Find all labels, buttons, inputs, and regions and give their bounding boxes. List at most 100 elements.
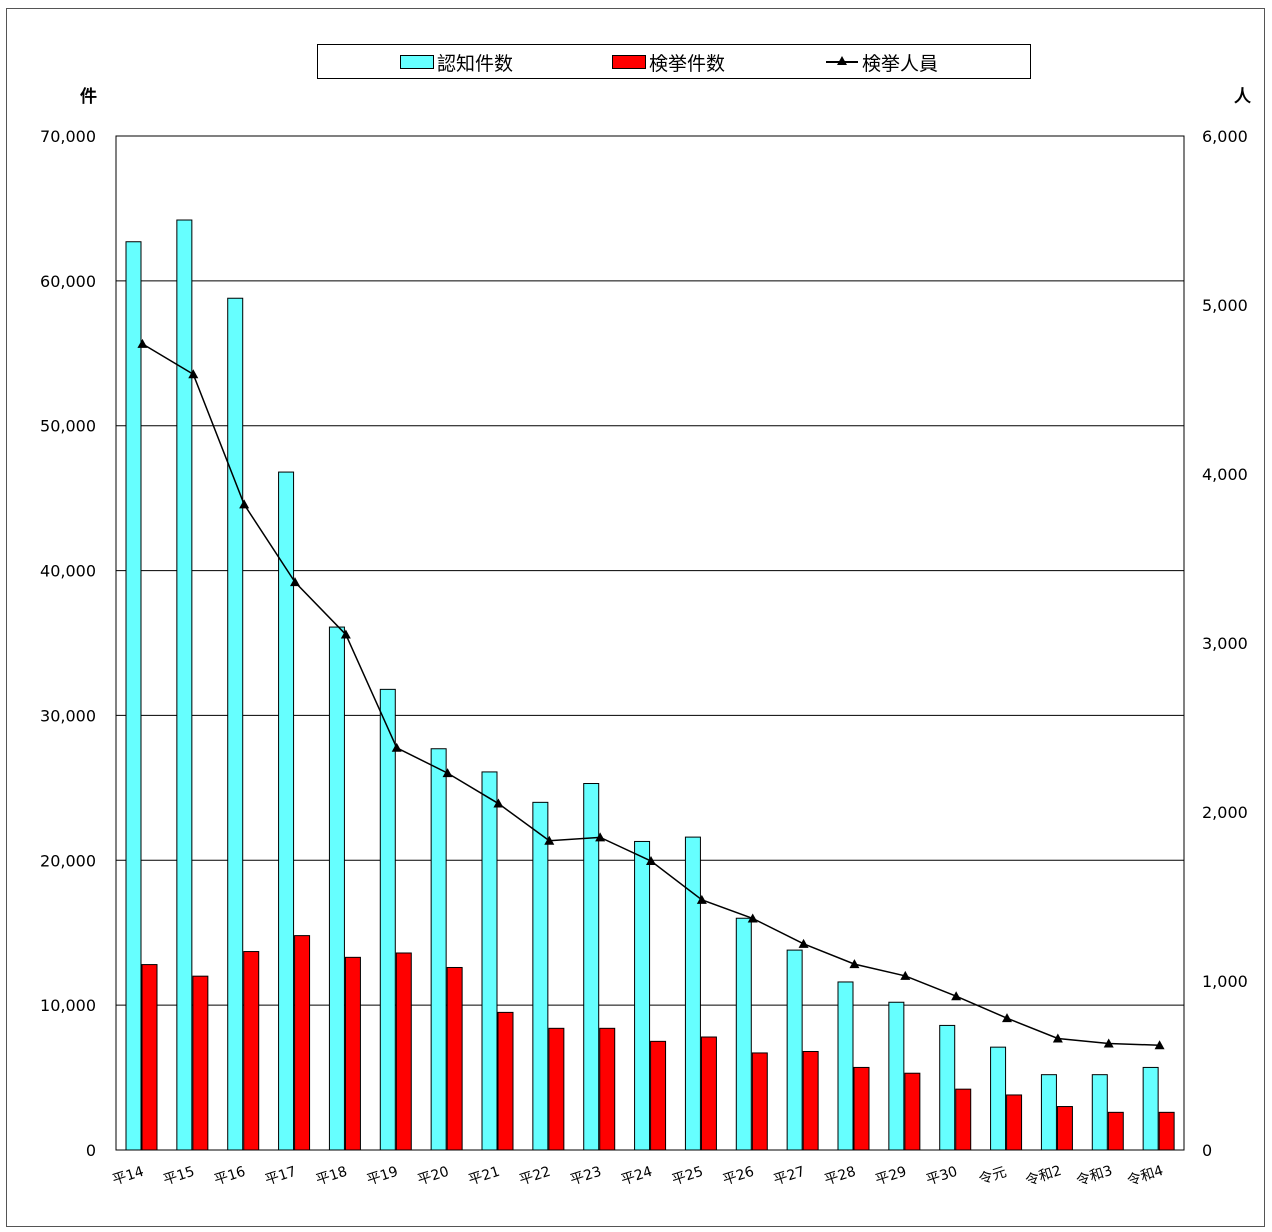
right-axis-tick-label: 3,000 (1202, 634, 1248, 653)
bar-recognized (379, 688, 396, 1151)
left-axis-tick-label: 60,000 (40, 272, 96, 291)
x-axis-tick-label: 平26 (721, 1164, 756, 1189)
point-marker-arrested (1154, 1040, 1165, 1050)
point-marker-arrested (340, 629, 351, 639)
point-marker-arrested (1052, 1033, 1063, 1043)
bar-cleared (853, 1066, 870, 1151)
x-axis-tick-label: 平20 (416, 1164, 451, 1189)
legend-label-recognized: 認知件数 (437, 52, 514, 75)
legend-label-arrested: 検挙人員 (862, 52, 939, 75)
x-axis-tick-label: 平18 (314, 1164, 349, 1189)
x-axis-tick-label: 平19 (365, 1164, 400, 1189)
bar-recognized (634, 840, 651, 1151)
left-axis-tick-label: 70,000 (40, 127, 96, 146)
x-axis-tick-label: 平14 (111, 1164, 146, 1189)
point-marker-arrested (951, 991, 962, 1001)
bar-cleared (751, 1052, 768, 1151)
x-axis-tick-label: 令元 (977, 1164, 1009, 1188)
legend-swatch-cleared (612, 55, 646, 69)
bar-cleared (141, 964, 158, 1151)
point-marker-arrested (798, 938, 809, 948)
bar-recognized (583, 783, 600, 1151)
point-marker-arrested (696, 894, 707, 904)
bar-recognized (176, 219, 193, 1151)
bar-cleared (599, 1027, 616, 1151)
legend-swatch-recognized (400, 55, 434, 69)
bar-recognized (1142, 1066, 1159, 1151)
point-marker-arrested (1103, 1038, 1114, 1048)
point-marker-arrested (1002, 1013, 1012, 1023)
point-marker-arrested (239, 499, 250, 509)
bar-recognized (837, 981, 854, 1151)
x-axis-tick-label: 平15 (161, 1164, 196, 1189)
bar-cleared (955, 1088, 972, 1151)
bar-recognized (786, 949, 803, 1151)
x-axis-tick-label: 平25 (670, 1164, 705, 1189)
bar-cleared (700, 1036, 717, 1151)
bar-cleared (497, 1011, 514, 1151)
bar-cleared (1158, 1111, 1175, 1151)
chart-frame (6, 8, 1265, 1227)
bar-recognized (735, 917, 752, 1151)
bar-cleared (650, 1040, 667, 1151)
bar-recognized (990, 1046, 1007, 1151)
bar-cleared (904, 1072, 921, 1151)
point-marker-arrested (391, 742, 402, 752)
point-marker-arrested (290, 577, 300, 587)
right-axis-tick-label: 6,000 (1202, 127, 1248, 146)
bar-recognized (684, 836, 701, 1151)
legend-label-cleared: 検挙件数 (649, 52, 726, 75)
left-axis-tick-label: 0 (86, 1141, 96, 1160)
point-marker-arrested (900, 970, 911, 980)
chart-legend: 認知件数 検挙件数 検挙人員 (317, 44, 1031, 79)
right-axis-tick-label: 5,000 (1202, 296, 1248, 315)
left-axis-tick-label: 30,000 (40, 706, 96, 725)
bar-recognized (532, 801, 549, 1151)
x-axis-tick-label: 令和4 (1125, 1163, 1165, 1190)
left-axis-unit: 件 (80, 87, 97, 107)
bar-recognized (328, 626, 345, 1151)
left-axis-tick-label: 10,000 (40, 996, 96, 1015)
x-axis-tick-label: 平30 (924, 1164, 959, 1189)
bar-recognized (1091, 1074, 1108, 1151)
bar-recognized (888, 1001, 905, 1151)
x-axis-tick-label: 令和3 (1074, 1163, 1114, 1190)
bar-recognized (939, 1024, 956, 1151)
x-axis-tick-label: 平28 (823, 1164, 858, 1189)
x-axis-tick-label: 平27 (772, 1164, 807, 1189)
legend-item-arrested: 検挙人員 (826, 51, 939, 75)
left-axis-tick-label: 50,000 (40, 417, 96, 436)
legend-item-recognized: 認知件数 (400, 51, 514, 75)
legend-item-cleared: 検挙件数 (612, 51, 726, 75)
bar-recognized (278, 471, 295, 1151)
bar-recognized (430, 748, 447, 1151)
point-marker-arrested (137, 338, 148, 348)
x-axis-tick-label: 令和2 (1024, 1163, 1064, 1190)
left-axis-tick-label: 20,000 (40, 851, 96, 870)
bar-cleared (1006, 1094, 1023, 1151)
point-marker-arrested (646, 856, 656, 866)
bar-cleared (1056, 1106, 1073, 1151)
point-marker-arrested (544, 835, 555, 845)
bar-cleared (344, 956, 361, 1151)
point-marker-arrested (493, 798, 504, 808)
legend-line-marker-icon (826, 56, 858, 68)
bar-recognized (125, 241, 142, 1151)
point-marker-arrested (747, 913, 758, 923)
point-marker-arrested (188, 369, 199, 379)
right-axis-tick-label: 2,000 (1202, 803, 1248, 822)
x-axis-tick-label: 平22 (517, 1164, 552, 1189)
right-axis-unit: 人 (1234, 87, 1251, 107)
bar-cleared (1107, 1111, 1124, 1151)
bar-cleared (294, 935, 311, 1151)
x-axis-tick-label: 平29 (873, 1164, 908, 1189)
bar-recognized (1040, 1074, 1057, 1151)
point-marker-arrested (595, 832, 606, 842)
bar-cleared (802, 1050, 819, 1151)
bar-recognized (227, 297, 244, 1151)
x-axis-tick-label: 平21 (467, 1164, 502, 1189)
x-axis-tick-label: 平24 (619, 1164, 654, 1189)
bar-recognized (481, 771, 498, 1151)
right-axis-tick-label: 1,000 (1202, 972, 1248, 991)
